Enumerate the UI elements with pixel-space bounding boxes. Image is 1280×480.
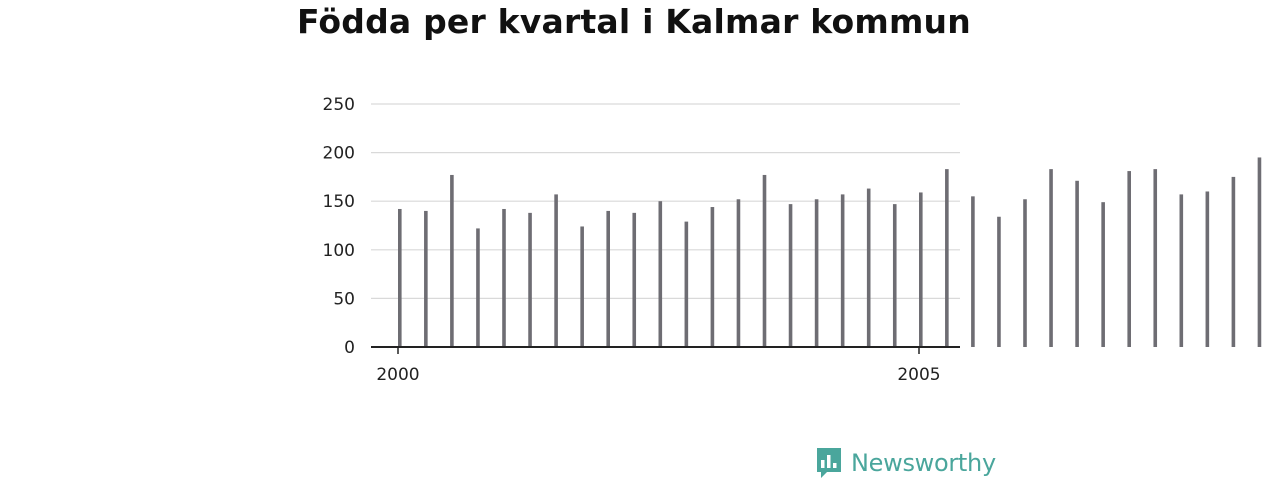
bar bbox=[424, 210, 428, 347]
y-tick-label: 200 bbox=[323, 144, 355, 164]
bar bbox=[866, 188, 871, 347]
bar bbox=[1023, 199, 1027, 347]
bar bbox=[892, 204, 897, 347]
brand-name: Newsworthy bbox=[851, 449, 996, 477]
bar bbox=[814, 199, 819, 347]
bar bbox=[997, 216, 1001, 347]
bar bbox=[1127, 171, 1131, 347]
y-tick-label: 250 bbox=[323, 95, 355, 115]
newsworthy-logo-icon bbox=[817, 448, 841, 478]
bar bbox=[788, 204, 793, 347]
bar bbox=[1153, 169, 1158, 347]
bar bbox=[606, 210, 610, 347]
gridlines bbox=[371, 103, 960, 299]
y-tick-label: 150 bbox=[323, 192, 355, 212]
bar bbox=[971, 196, 975, 347]
bar bbox=[1075, 180, 1079, 347]
bar bbox=[1205, 191, 1210, 347]
bar bbox=[398, 208, 402, 347]
y-tick-label: 0 bbox=[344, 338, 355, 358]
brand: Newsworthy bbox=[815, 446, 996, 480]
y-tick-label: 100 bbox=[323, 241, 355, 261]
x-tick-label: 2005 bbox=[897, 365, 940, 385]
tick-labels: 0501001502002501822000200520102015202020… bbox=[323, 95, 941, 385]
axes bbox=[371, 346, 960, 354]
bar bbox=[710, 207, 715, 347]
x-tick-label: 2000 bbox=[376, 365, 419, 385]
bar bbox=[1179, 194, 1184, 347]
bar bbox=[1101, 202, 1105, 347]
bar bbox=[580, 226, 584, 347]
bar bbox=[684, 221, 689, 347]
bar bbox=[1257, 157, 1262, 347]
bar bbox=[528, 212, 532, 347]
bar bbox=[502, 208, 506, 347]
bar bbox=[840, 194, 845, 347]
y-tick-label: 50 bbox=[333, 289, 355, 309]
bar bbox=[945, 169, 949, 347]
bars bbox=[398, 157, 1262, 347]
bar bbox=[476, 228, 480, 347]
bar bbox=[919, 192, 923, 347]
bar bbox=[554, 194, 558, 347]
bar bbox=[658, 201, 663, 347]
chart-title: Födda per kvartal i Kalmar kommun bbox=[297, 2, 971, 41]
bar bbox=[736, 199, 741, 347]
bar bbox=[762, 174, 767, 347]
bar bbox=[1231, 176, 1236, 347]
bar bbox=[1049, 169, 1053, 347]
bar bbox=[450, 174, 454, 347]
bar bbox=[632, 212, 637, 347]
